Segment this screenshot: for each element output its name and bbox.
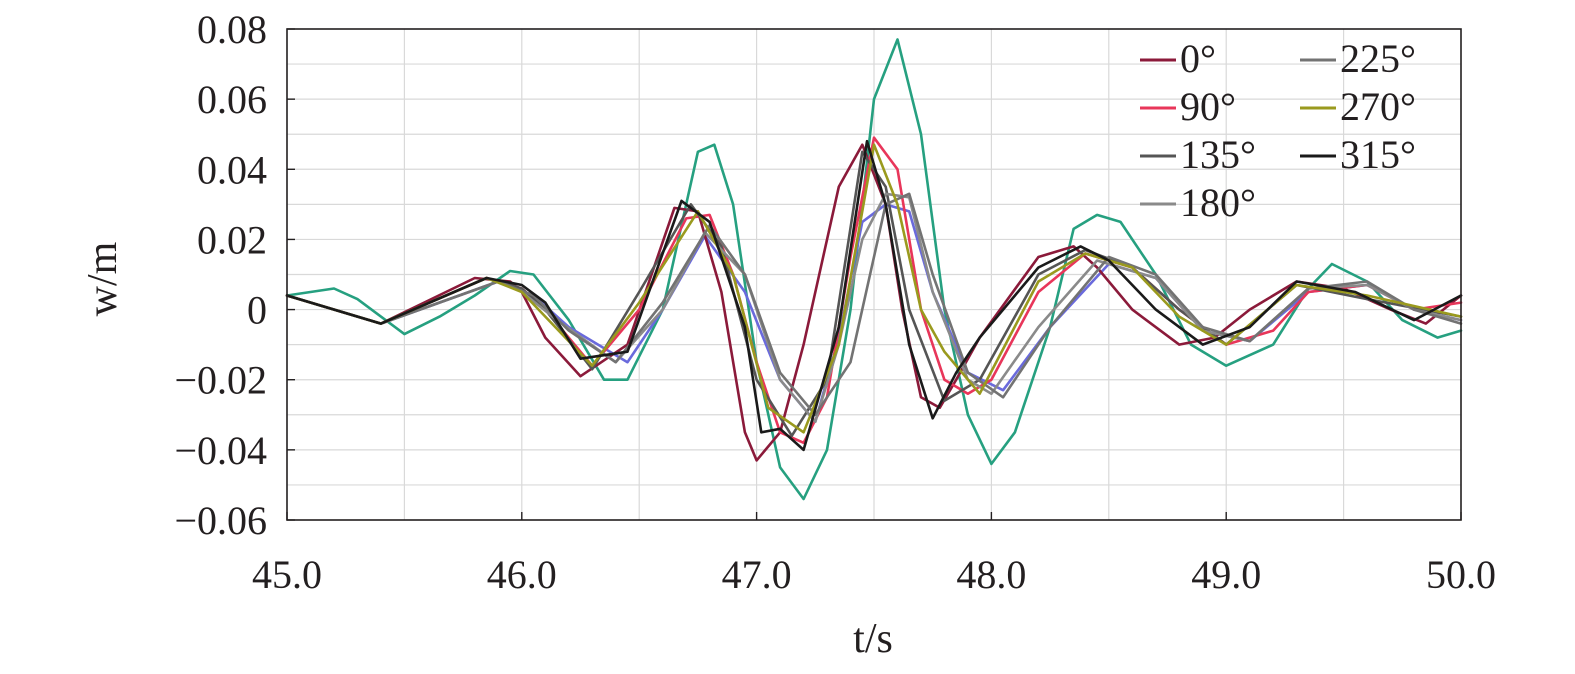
y-tick-label: −0.04 (174, 428, 267, 473)
plot-series (285, 38, 1463, 501)
y-tick-label: 0.08 (197, 7, 267, 52)
x-tick-label: 45.0 (252, 552, 322, 597)
series-line-5 (285, 192, 1463, 417)
x-tick-label: 47.0 (722, 552, 792, 597)
y-tick-label: −0.02 (174, 358, 267, 403)
legend-label: 90° (1180, 84, 1236, 129)
y-axis-label: w/m (80, 241, 126, 316)
y-tick-label: 0.04 (197, 147, 267, 192)
y-tick-label: −0.06 (174, 498, 267, 543)
y-tick-label: 0.06 (197, 77, 267, 122)
x-tick-label: 49.0 (1191, 552, 1261, 597)
axis-ticks: 45.0 46.0 47.0 48.0 49.0 50.0 0.08 0.06 0.04 0.02… (174, 7, 1496, 597)
x-tick-label: 50.0 (1426, 552, 1496, 597)
series-line-7 (285, 139, 1463, 452)
legend-label: 0° (1180, 36, 1216, 81)
y-tick-label: 0 (247, 288, 267, 333)
legend: 0°90°135°180° 225°270°315° (1140, 36, 1416, 225)
grid (287, 29, 1461, 520)
series-line-6 (285, 143, 1463, 434)
plot-frame (286, 28, 1462, 521)
x-tick-label: 46.0 (487, 552, 557, 597)
y-tick-label: 0.02 (197, 217, 267, 262)
legend-label: 135° (1180, 132, 1256, 177)
legend-label: 180° (1180, 180, 1256, 225)
x-axis-label: t/s (853, 616, 893, 662)
legend-label: 315° (1340, 132, 1416, 177)
x-tick-label: 48.0 (956, 552, 1026, 597)
legend-label: 225° (1340, 36, 1416, 81)
legend-label: 270° (1340, 84, 1416, 129)
